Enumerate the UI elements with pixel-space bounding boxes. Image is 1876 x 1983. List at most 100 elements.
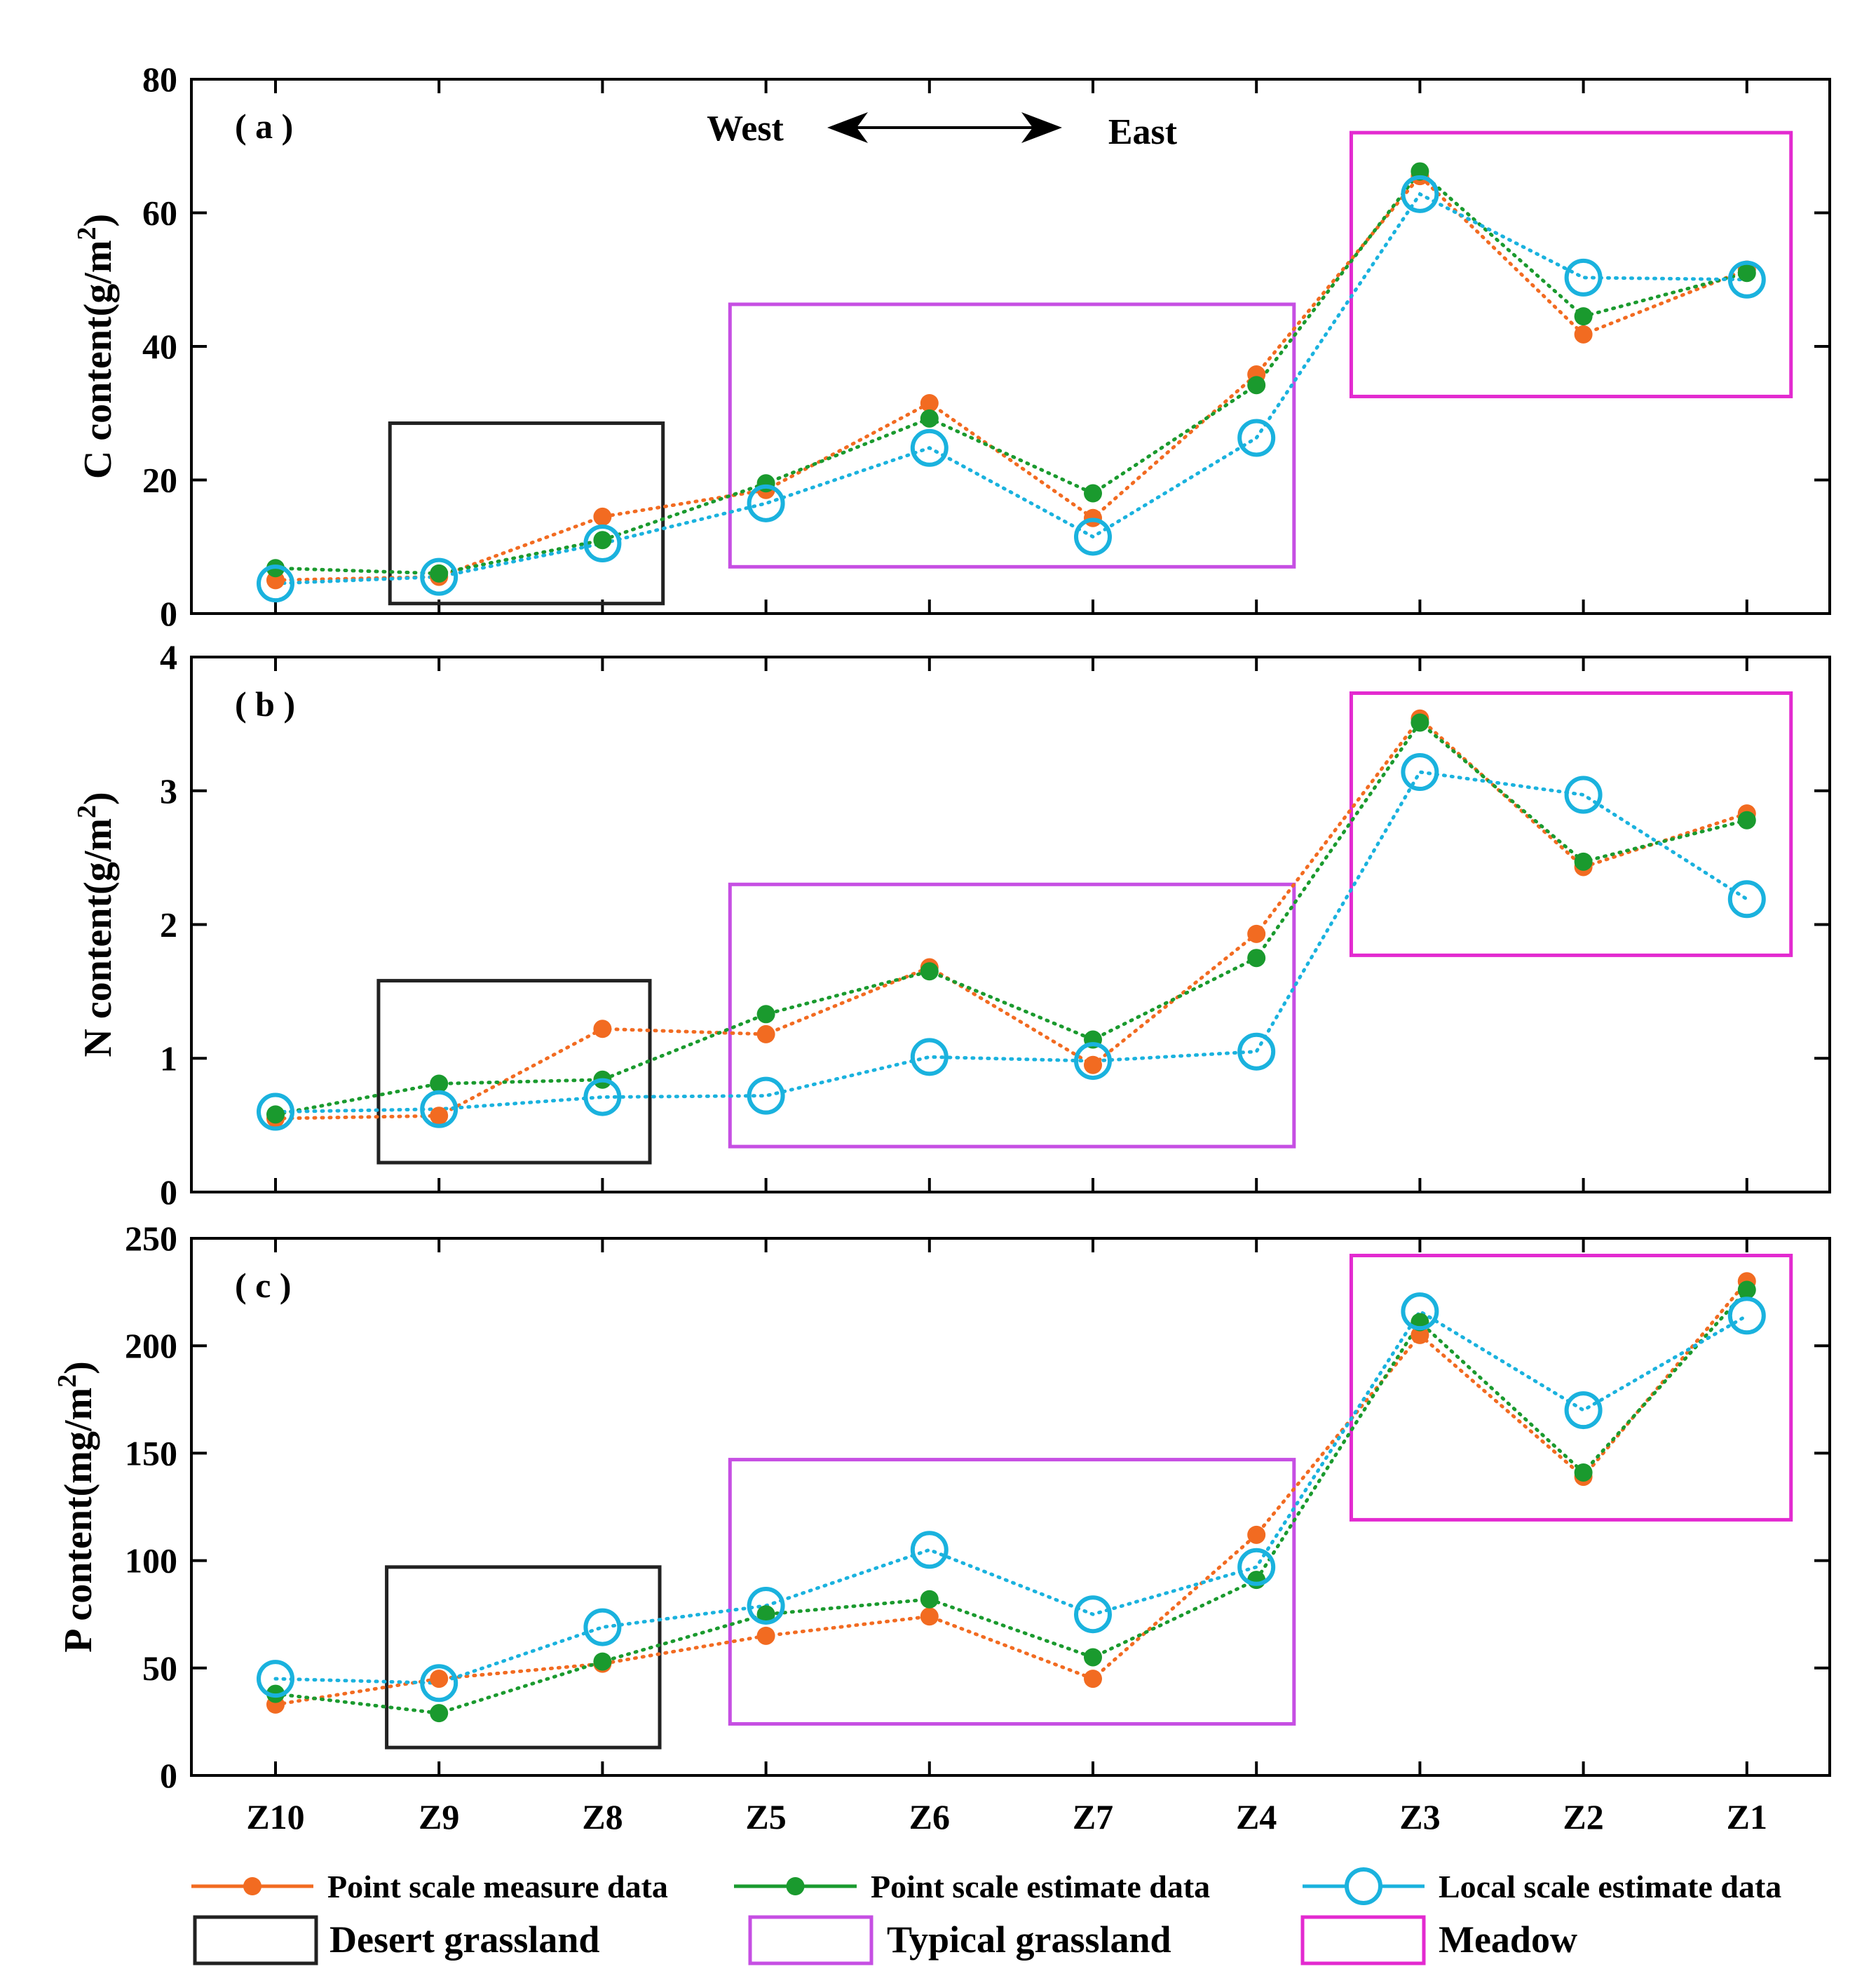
series-line-1 xyxy=(273,719,1749,1116)
x-tick-label: Z1 xyxy=(1727,1797,1767,1836)
legend-label-1: Point scale estimate data xyxy=(871,1869,1210,1904)
west-label: West xyxy=(707,109,784,149)
x-tick-label: Z8 xyxy=(582,1797,623,1836)
series-line-0 xyxy=(273,173,1749,582)
legend: Point scale measure data Point scale esti… xyxy=(191,1867,1781,1965)
data-point xyxy=(747,1076,785,1115)
y-tick-label: 4 xyxy=(160,637,177,677)
series-line-2 xyxy=(273,1308,1749,1685)
y-tick-label: 20 xyxy=(142,461,177,500)
region-box-2 xyxy=(1349,1254,1793,1522)
data-point xyxy=(257,1092,294,1131)
legend-label-2: Local scale estimate data xyxy=(1439,1869,1781,1904)
y-tick-label: 100 xyxy=(125,1541,177,1581)
data-point xyxy=(1084,484,1102,503)
y-tick-label: 40 xyxy=(142,327,177,366)
data-point xyxy=(1737,264,1756,283)
data-point xyxy=(1727,880,1766,919)
legend-region-label-0: Desert grassland xyxy=(329,1918,599,1961)
data-point xyxy=(1574,1463,1593,1482)
direction-arrow-right-head xyxy=(1021,112,1062,143)
x-tick-label: Z4 xyxy=(1236,1797,1277,1836)
y-tick-label: 80 xyxy=(142,60,177,99)
data-point xyxy=(1574,325,1593,344)
legend-label-0: Point scale measure data xyxy=(327,1869,668,1904)
data-point xyxy=(583,1608,622,1646)
data-point xyxy=(747,484,785,522)
data-point xyxy=(910,1038,949,1076)
y-axis-label: N content(g/m2) xyxy=(72,792,120,1057)
region-box-2 xyxy=(1349,130,1793,398)
data-point xyxy=(920,1607,939,1626)
y-tick-label: 250 xyxy=(125,1219,177,1258)
x-tick-label: Z6 xyxy=(909,1797,950,1836)
data-point xyxy=(1401,1292,1439,1331)
data-point xyxy=(1564,258,1603,297)
data-point xyxy=(593,531,612,550)
data-point xyxy=(1564,1391,1603,1430)
direction-arrow-left-head xyxy=(827,112,868,143)
data-point xyxy=(257,1660,294,1698)
x-tick-label: Z10 xyxy=(246,1797,304,1836)
panel-1: 0 20 40 60 80 ( a ) C content(g/m2) West East xyxy=(72,60,1831,633)
data-point xyxy=(1074,517,1112,556)
region-box-1 xyxy=(728,1458,1296,1726)
data-point xyxy=(266,1105,285,1124)
data-point xyxy=(1237,1548,1276,1586)
data-point xyxy=(756,1005,775,1024)
x-tick-label: Z9 xyxy=(419,1797,459,1836)
data-point xyxy=(430,1106,449,1125)
data-point xyxy=(1737,811,1756,830)
region-box-1 xyxy=(728,882,1296,1149)
y-tick-label: 2 xyxy=(160,905,177,945)
y-tick-label: 3 xyxy=(160,771,177,811)
region-box-1 xyxy=(728,302,1296,569)
data-point xyxy=(430,1670,449,1688)
x-tick-label: Z3 xyxy=(1399,1797,1440,1836)
y-tick-label: 1 xyxy=(160,1038,177,1078)
data-point xyxy=(920,409,939,428)
plot-frame xyxy=(190,1237,1831,1777)
data-point xyxy=(1401,753,1439,792)
data-point xyxy=(1247,1571,1266,1590)
data-point xyxy=(920,962,939,981)
y-tick-label: 150 xyxy=(125,1433,177,1473)
data-point xyxy=(1574,852,1593,871)
data-point xyxy=(1401,175,1439,213)
y-tick-label: 0 xyxy=(160,1756,177,1795)
data-point xyxy=(1411,713,1429,732)
data-point xyxy=(910,1531,949,1569)
y-axis-label: C content(g/m2) xyxy=(72,214,120,479)
data-point xyxy=(1247,924,1266,943)
data-point xyxy=(593,507,612,526)
y-tick-label: 200 xyxy=(125,1326,177,1365)
y-tick-label: 50 xyxy=(142,1649,177,1688)
data-point xyxy=(756,1626,775,1645)
legend-marker-2 xyxy=(1345,1867,1382,1905)
panel-3: 0 50 100 150 200 250 ( c ) P content(mg/m2) xyxy=(53,1219,1831,1795)
x-tick-label: Z7 xyxy=(1073,1797,1113,1836)
data-point xyxy=(910,428,949,467)
data-point xyxy=(920,1590,939,1609)
data-point xyxy=(583,524,622,562)
region-box-0 xyxy=(388,421,665,606)
legend-region-box-2 xyxy=(1300,1915,1426,1965)
data-point xyxy=(1237,419,1276,457)
x-tick-label: Z5 xyxy=(745,1797,786,1836)
data-point xyxy=(420,1664,458,1703)
data-point xyxy=(920,393,939,412)
data-point xyxy=(420,557,458,596)
data-point xyxy=(756,1024,775,1043)
series-line-1 xyxy=(273,168,1749,576)
region-box-2 xyxy=(1349,691,1793,957)
panel-label: ( c ) xyxy=(235,1266,292,1305)
legend-region-box-1 xyxy=(748,1915,874,1965)
data-point xyxy=(747,1586,785,1625)
panel-label: ( a ) xyxy=(235,107,293,146)
data-point xyxy=(1247,376,1266,395)
legend-marker-0 xyxy=(243,1877,261,1895)
x-tick-label: Z2 xyxy=(1563,1797,1603,1836)
data-point xyxy=(1084,1055,1102,1074)
data-point xyxy=(257,564,294,603)
